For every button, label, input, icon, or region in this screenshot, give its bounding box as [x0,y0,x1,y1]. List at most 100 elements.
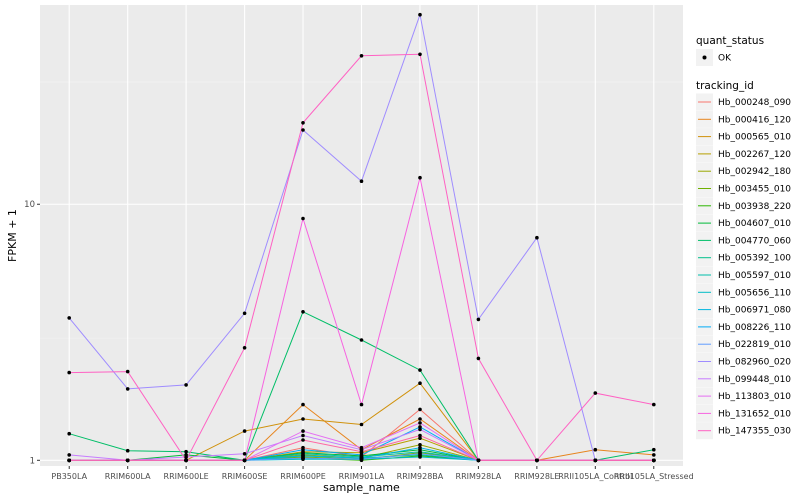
legend-point-symbol [702,55,707,60]
legend-label-Hb_003938_220: Hb_003938_220 [718,202,791,212]
data-point [184,455,188,459]
data-point [476,458,481,463]
data-point [652,453,656,457]
data-point [359,54,364,58]
legend-label-Hb_004770_060: Hb_004770_060 [718,236,791,246]
data-point [418,445,422,450]
data-point [359,449,364,454]
x-tick-label: RRIM600PE [280,472,326,481]
x-tick-label: RRIM600LA [105,472,151,481]
legend-label-Hb_131652_010: Hb_131652_010 [718,409,791,419]
data-point [301,447,305,452]
x-tick-label: RRIM901LA [339,472,385,481]
data-point [301,433,305,438]
data-point [125,387,130,391]
x-tick-label: RRIM600LE [164,472,209,481]
data-point [125,458,130,463]
legend-label-Hb_004607_010: Hb_004607_010 [718,219,791,229]
data-point [418,425,422,429]
data-point [418,12,422,17]
data-point [359,402,364,407]
x-tick-label: PB350LA [51,472,87,481]
series-points [67,12,656,463]
legend-title-tracking-id: tracking_id [696,80,754,92]
legend-label-Hb_000248_090: Hb_000248_090 [718,98,791,108]
data-point [593,458,598,463]
data-point [535,458,539,463]
x-tick-label: RRIM928LA [456,472,502,481]
data-point [301,456,305,460]
data-point [301,310,305,314]
data-point [125,369,130,374]
data-point [652,447,656,452]
data-point [242,311,247,316]
y-axis-title: FPKM + 1 [6,209,19,262]
y-tick-label: 10 [24,200,35,210]
data-point [593,447,598,452]
legend-label-Hb_005597_010: Hb_005597_010 [718,271,791,281]
data-point [418,436,422,441]
legend-label-Hb_005656_110: Hb_005656_110 [718,288,791,298]
y-tick-label: 1 [30,456,35,466]
data-point [652,458,656,463]
data-point [301,417,305,421]
legend-label-Hb_082960_020: Hb_082960_020 [718,358,791,368]
data-point [301,402,305,407]
data-point [535,235,539,240]
data-point [242,458,247,463]
data-point [67,370,71,375]
data-point [418,381,422,386]
legend-label-Hb_000416_120: Hb_000416_120 [718,115,791,125]
x-tick-label: RRIM928BA [397,472,444,481]
data-point [418,452,422,456]
data-point [476,356,481,361]
data-point [476,317,481,322]
legend-label-Hb_006971_080: Hb_006971_080 [718,306,791,316]
data-point [67,453,71,457]
x-tick-label: RRII105LA_Control [558,472,632,481]
x-tick-label: RRII105LA_Stressed [614,472,694,481]
data-point [242,452,247,456]
legend-label-Hb_000565_010: Hb_000565_010 [718,133,791,143]
data-point [418,417,422,421]
data-point [301,121,305,125]
data-point [125,448,130,453]
data-point [418,407,422,412]
data-point [359,338,364,342]
legend-label-Hb_147355_030: Hb_147355_030 [718,427,791,437]
x-axis: PB350LA RRIM600LA RRIM600LE RRIM600SE RRIM60… [51,466,694,481]
data-point [67,316,71,320]
y-axis: 1 10 [24,200,40,466]
data-point [593,391,598,395]
legend-label-Hb_002267_120: Hb_002267_120 [718,150,791,160]
data-point [242,346,247,350]
data-point [359,457,364,462]
data-point [184,449,188,454]
legend-label-Hb_003455_010: Hb_003455_010 [718,185,791,195]
data-point [184,458,188,463]
legend-label-Hb_113803_010: Hb_113803_010 [718,392,791,402]
legend: quant_status OK tracking_id Hb_000248_09… [696,35,791,440]
data-point [418,52,422,57]
data-point [418,455,422,459]
legend-label-Hb_002942_180: Hb_002942_180 [718,167,791,177]
x-axis-title: sample_name [323,481,400,494]
data-point [359,422,364,427]
legend-label-Hb_099448_010: Hb_099448_010 [718,375,791,385]
data-point [418,433,422,438]
data-point [418,368,422,372]
legend-label-ok: OK [718,54,732,64]
x-tick-label: RRIM600SE [222,472,268,481]
data-point [301,438,305,442]
data-point [418,421,422,425]
data-point [359,453,364,457]
data-point [67,458,71,463]
data-point [359,445,364,450]
data-point [359,179,364,183]
data-point [301,128,305,132]
data-point [242,429,247,433]
data-point [301,216,305,221]
data-point [418,443,422,447]
data-point [652,402,656,407]
